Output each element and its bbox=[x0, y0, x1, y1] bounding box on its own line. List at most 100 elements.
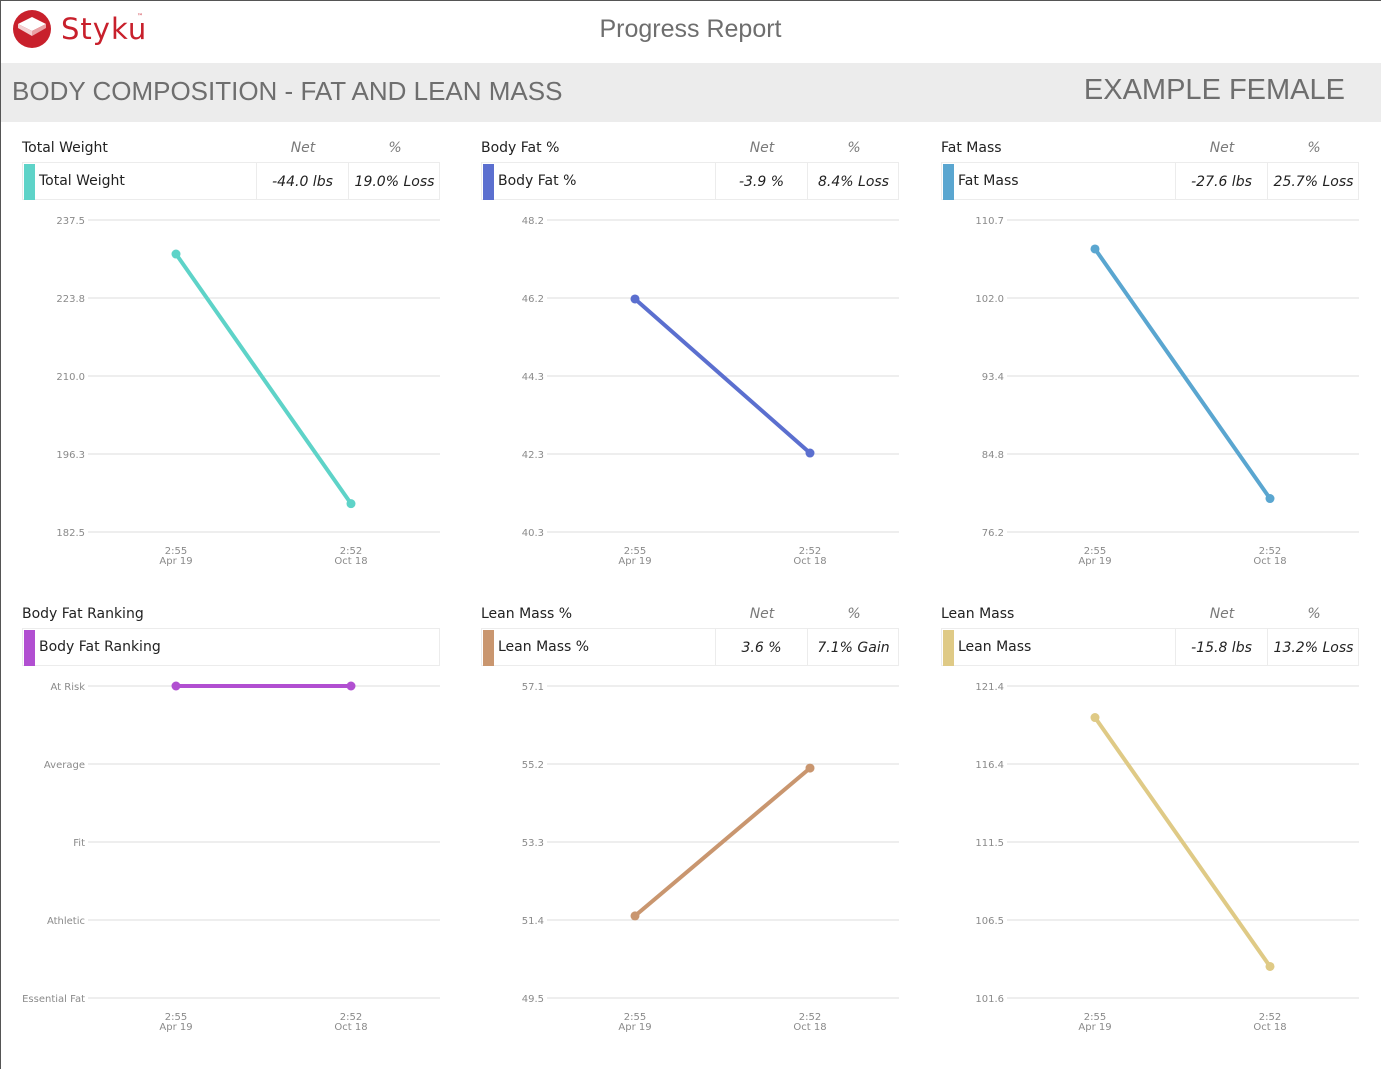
panel-total-weight: Total Weight Net % Total Weight -44.0 lb… bbox=[22, 128, 442, 588]
y-tick-label: 49.5 bbox=[522, 994, 544, 1005]
net-change-value: -44.0 lbs bbox=[256, 163, 348, 199]
client-name: EXAMPLE FEMALE bbox=[1083, 74, 1345, 106]
y-tick-label: 210.0 bbox=[56, 372, 85, 383]
x-tick-date: Apr 19 bbox=[159, 1022, 192, 1033]
series-line bbox=[1093, 715, 1272, 969]
y-tick-label: 102.0 bbox=[975, 294, 1004, 305]
data-point bbox=[1265, 494, 1275, 504]
y-tick-label: Essential Fat bbox=[22, 994, 85, 1005]
legend-row: Fat Mass -27.6 lbs 25.7% Loss bbox=[941, 162, 1359, 200]
legend-label: Body Fat Ranking bbox=[39, 639, 161, 655]
x-tick-date: Oct 18 bbox=[334, 1022, 367, 1033]
window-border-top bbox=[0, 0, 1381, 1]
x-tick-date: Apr 19 bbox=[1078, 1022, 1111, 1033]
y-tick-label: Fit bbox=[73, 838, 85, 849]
y-tick-label: 76.2 bbox=[982, 528, 1004, 539]
series-color-swatch bbox=[483, 630, 494, 666]
x-tick-date: Oct 18 bbox=[793, 556, 826, 567]
panel-title: Body Fat Ranking bbox=[22, 606, 144, 622]
x-tick-time: 2:52 bbox=[1259, 1012, 1281, 1023]
net-column-header: Net bbox=[1209, 606, 1235, 622]
series-line bbox=[1093, 246, 1272, 501]
x-tick-time: 2:52 bbox=[340, 546, 362, 557]
y-tick-label: 53.3 bbox=[522, 838, 544, 849]
y-tick-label: 84.8 bbox=[982, 450, 1004, 461]
panel-title: Lean Mass bbox=[941, 606, 1015, 622]
series-color-swatch bbox=[483, 164, 494, 200]
y-tick-label: 57.1 bbox=[522, 682, 544, 693]
y-tick-label: 121.4 bbox=[975, 682, 1004, 693]
y-tick-label: 40.3 bbox=[522, 528, 544, 539]
series-color-swatch bbox=[943, 164, 954, 200]
data-point bbox=[805, 763, 815, 773]
data-point bbox=[346, 681, 356, 691]
data-point bbox=[346, 499, 356, 509]
y-tick-label: 51.4 bbox=[522, 916, 544, 927]
y-tick-label: 223.8 bbox=[56, 294, 85, 305]
percent-column-header: % bbox=[1307, 606, 1321, 622]
section-header: BODY COMPOSITION - FAT AND LEAN MASS EXA… bbox=[1, 63, 1381, 122]
x-tick-date: Apr 19 bbox=[618, 1022, 651, 1033]
x-tick-time: 2:52 bbox=[799, 546, 821, 557]
net-column-header: Net bbox=[749, 606, 775, 622]
y-tick-label: 196.3 bbox=[56, 450, 85, 461]
series-color-swatch bbox=[24, 164, 35, 200]
styku-logo-icon bbox=[13, 10, 51, 48]
percent-change-value: 7.1% Gain bbox=[807, 629, 899, 665]
x-tick-time: 2:55 bbox=[165, 1012, 187, 1023]
data-point bbox=[805, 448, 815, 458]
net-column-header: Net bbox=[1209, 140, 1235, 156]
x-tick-time: 2:52 bbox=[799, 1012, 821, 1023]
x-tick-date: Oct 18 bbox=[1253, 1022, 1286, 1033]
y-tick-label: Average bbox=[44, 760, 85, 771]
data-point bbox=[171, 681, 181, 691]
x-tick-time: 2:55 bbox=[624, 546, 646, 557]
net-change-value: 3.6 % bbox=[715, 629, 807, 665]
x-tick-date: Oct 18 bbox=[334, 556, 367, 567]
brand-name: Styku bbox=[61, 12, 148, 46]
legend-label: Fat Mass bbox=[958, 173, 1019, 189]
y-tick-label: 111.5 bbox=[975, 838, 1004, 849]
legend-label: Body Fat % bbox=[498, 173, 577, 189]
x-tick-time: 2:55 bbox=[1084, 1012, 1106, 1023]
percent-column-header: % bbox=[388, 140, 402, 156]
percent-column-header: % bbox=[847, 140, 861, 156]
panel-title: Fat Mass bbox=[941, 140, 1002, 156]
net-change-value: -27.6 lbs bbox=[1175, 163, 1267, 199]
data-point bbox=[171, 249, 181, 259]
panel-title: Body Fat % bbox=[481, 140, 560, 156]
y-tick-label: 55.2 bbox=[522, 760, 544, 771]
y-tick-label: At Risk bbox=[51, 682, 86, 693]
y-tick-label: 93.4 bbox=[982, 372, 1004, 383]
data-point bbox=[1090, 244, 1100, 254]
y-tick-label: 110.7 bbox=[975, 216, 1004, 227]
legend-row: Total Weight -44.0 lbs 19.0% Loss bbox=[22, 162, 440, 200]
window-border-left bbox=[0, 0, 1, 1069]
x-tick-date: Apr 19 bbox=[1078, 556, 1111, 567]
y-tick-label: 48.2 bbox=[522, 216, 544, 227]
y-tick-label: 42.3 bbox=[522, 450, 544, 461]
legend-label: Lean Mass bbox=[958, 639, 1032, 655]
line-chart-body-fat-ranking: At Risk Average Fit Athletic Essential Fat 2:… bbox=[22, 681, 440, 1033]
x-tick-date: Oct 18 bbox=[793, 1022, 826, 1033]
net-change-value: -3.9 % bbox=[715, 163, 807, 199]
panel-lean-mass: Lean Mass Net % Lean Mass -15.8 lbs 13.2… bbox=[941, 594, 1361, 1054]
x-tick-time: 2:55 bbox=[165, 546, 187, 557]
series-line bbox=[633, 296, 812, 456]
legend-label: Lean Mass % bbox=[498, 639, 590, 655]
legend-row: Lean Mass -15.8 lbs 13.2% Loss bbox=[941, 628, 1359, 666]
series-color-swatch bbox=[943, 630, 954, 666]
x-tick-time: 2:55 bbox=[1084, 546, 1106, 557]
net-column-header: Net bbox=[749, 140, 775, 156]
series-line bbox=[633, 766, 812, 918]
percent-change-value: 25.7% Loss bbox=[1267, 163, 1359, 199]
x-tick-date: Oct 18 bbox=[1253, 556, 1286, 567]
y-tick-label: Athletic bbox=[47, 916, 85, 927]
data-point bbox=[630, 294, 640, 304]
data-point bbox=[1090, 713, 1100, 723]
y-tick-label: 237.5 bbox=[56, 216, 85, 227]
y-tick-label: 116.4 bbox=[975, 760, 1004, 771]
styku-logo: Styku ™ bbox=[12, 7, 162, 53]
